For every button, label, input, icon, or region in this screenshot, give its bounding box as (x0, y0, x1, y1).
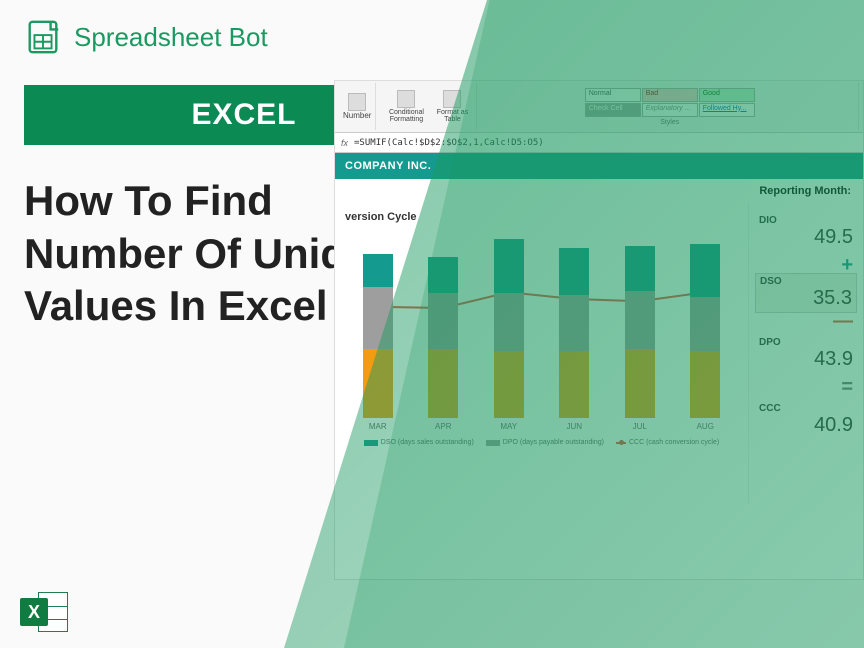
kpi-panel: DIO 49.5 + DSO 35.3 — DPO 43.9 = CCC 40.… (748, 203, 863, 503)
company-header: COMPANY INC. (335, 153, 863, 179)
kpi-dio-value: 49.5 (759, 226, 853, 249)
style-followed-link[interactable]: Followed Hy... (699, 103, 755, 117)
style-check-cell[interactable]: Check Cell (585, 103, 641, 117)
kpi-dso-label: DSO (760, 276, 852, 287)
bar-seg-dso (428, 257, 458, 293)
fx-label: fx (341, 138, 348, 148)
bar-seg-dpo (363, 287, 393, 348)
kpi-minus-icon: — (759, 311, 853, 331)
kpi-dpo: DPO 43.9 (759, 331, 853, 377)
bar-category-label: MAR (369, 422, 387, 431)
bar-group: JUN (556, 248, 592, 431)
format-as-table-button[interactable]: Format as Table (432, 90, 472, 123)
legend-dpo: DPO (days payable outstanding) (486, 439, 604, 446)
ribbon-number-group: Number (339, 83, 376, 130)
bar-seg-dio (494, 351, 524, 418)
formula-text[interactable]: =SUMIF(Calc!$D$2:$O$2,1,Calc!D5:O5) (354, 138, 544, 148)
bar-seg-dio (690, 351, 720, 418)
kpi-dso-value: 35.3 (760, 287, 852, 310)
bar-seg-dio (428, 349, 458, 418)
ccc-line-overlay (345, 231, 738, 431)
number-format-icon[interactable] (348, 93, 366, 111)
conditional-formatting-button[interactable]: Conditional Formatting (384, 90, 428, 123)
kpi-ccc: CCC 40.9 (759, 397, 853, 443)
bar-seg-dio (363, 349, 393, 418)
bar-seg-dso (494, 239, 524, 293)
cell-styles-grid[interactable]: Normal Bad Good Check Cell Explanatory .… (585, 88, 755, 117)
excel-logo-corner: X (20, 588, 68, 636)
formula-bar[interactable]: fx =SUMIF(Calc!$D$2:$O$2,1,Calc!D5:O5) (335, 133, 863, 153)
legend-ccc: CCC (cash conversion cycle) (616, 439, 719, 446)
reporting-month-row: Reporting Month: (335, 179, 863, 203)
kpi-dpo-label: DPO (759, 337, 853, 348)
bar-category-label: JUN (566, 422, 582, 431)
ribbon-styles-group: Normal Bad Good Check Cell Explanatory .… (481, 83, 859, 130)
kpi-dso: DSO 35.3 (755, 273, 857, 313)
bar-seg-dso (690, 244, 720, 298)
excel-x-icon: X (20, 598, 48, 626)
bar-seg-dio (559, 351, 589, 418)
dashboard-content: version Cycle MAR APR MAY JUN JUL AUG DSO (da… (335, 203, 863, 503)
bar-seg-dpo (428, 293, 458, 349)
styles-group-label: Styles (660, 119, 679, 126)
bar-seg-dpo (559, 295, 589, 351)
brand-name: Spreadsheet Bot (74, 22, 268, 53)
style-bad[interactable]: Bad (642, 88, 698, 102)
fmt-table-icon (443, 90, 461, 108)
chart-legend: DSO (days sales outstanding) DPO (days p… (345, 439, 738, 446)
kpi-plus-icon: + (759, 255, 853, 275)
kpi-equals-icon: = (759, 377, 853, 397)
kpi-dio-label: DIO (759, 215, 853, 226)
bar-group: MAY (491, 239, 527, 431)
chart-title: version Cycle (345, 211, 738, 223)
bar-seg-dpo (690, 297, 720, 351)
kpi-dpo-value: 43.9 (759, 348, 853, 371)
legend-dso: DSO (days sales outstanding) (364, 439, 474, 446)
bar-category-label: APR (435, 422, 451, 431)
bar-seg-dso (625, 246, 655, 291)
bar-seg-dio (625, 349, 655, 418)
bar-seg-dpo (494, 293, 524, 351)
reporting-month-label: Reporting Month: (759, 185, 851, 197)
banner-label: EXCEL (191, 98, 296, 132)
bar-group: APR (425, 257, 461, 431)
bar-seg-dpo (625, 291, 655, 349)
style-good[interactable]: Good (699, 88, 755, 102)
cond-fmt-icon (397, 90, 415, 108)
bar-category-label: MAY (500, 422, 517, 431)
company-name: COMPANY INC. (345, 160, 431, 172)
stacked-bar-chart: MAR APR MAY JUN JUL AUG (345, 231, 738, 431)
bar-seg-dso (363, 254, 393, 288)
bar-group: JUL (622, 246, 658, 431)
spreadsheet-icon (24, 18, 62, 56)
kpi-ccc-label: CCC (759, 403, 853, 414)
brand-logo: Spreadsheet Bot (24, 18, 268, 56)
kpi-ccc-value: 40.9 (759, 414, 853, 437)
ribbon-formatting-group: Conditional Formatting Format as Table (380, 83, 477, 130)
chart-panel: version Cycle MAR APR MAY JUN JUL AUG DSO (da… (335, 203, 748, 503)
kpi-dio: DIO 49.5 (759, 209, 853, 255)
bar-seg-dso (559, 248, 589, 295)
style-normal[interactable]: Normal (585, 88, 641, 102)
excel-screenshot: Number Conditional Formatting Format as … (334, 80, 864, 580)
style-explanatory[interactable]: Explanatory ... (642, 103, 698, 117)
excel-ribbon: Number Conditional Formatting Format as … (335, 81, 863, 133)
bar-category-label: JUL (633, 422, 647, 431)
ribbon-number-label: Number (343, 111, 371, 120)
bar-category-label: AUG (697, 422, 714, 431)
bar-group: MAR (360, 254, 396, 431)
bar-group: AUG (687, 244, 723, 431)
